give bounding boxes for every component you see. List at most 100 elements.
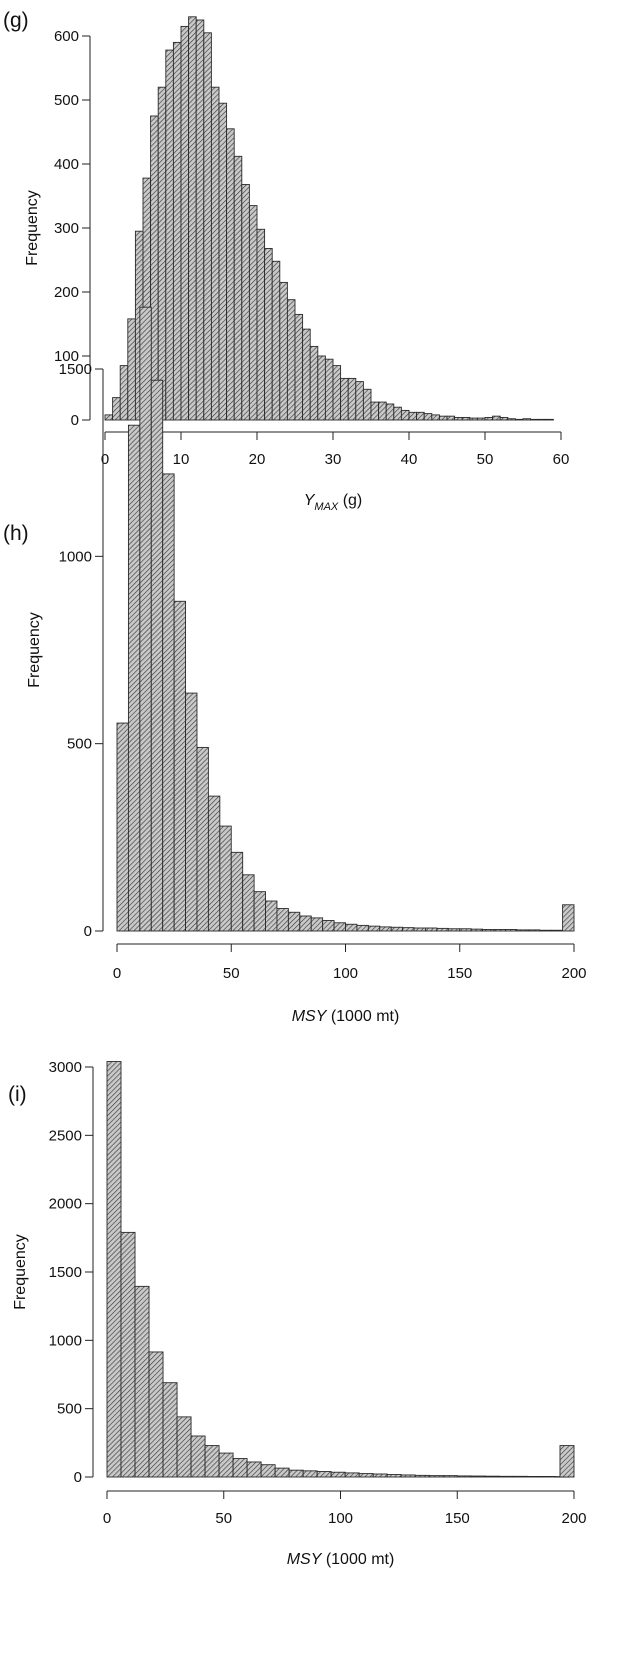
histogram-bar [232,1458,248,1478]
y-tick-label: 600 [54,28,79,45]
histogram-bar [530,418,539,421]
y-tick-label: 2500 [49,1127,82,1144]
y-tick-label: 1000 [59,548,92,565]
panel-label: (h) [3,522,29,545]
histogram-bar [402,927,415,932]
histogram-bar [416,411,425,421]
x-axis-label-unit: (1000 mt) [321,1551,394,1568]
histogram-bar [274,1467,290,1478]
histogram-bar [286,299,296,421]
histogram-bar [173,600,187,932]
histogram-bar [378,401,387,421]
y-tick-label: 400 [54,156,79,173]
histogram-bar [204,1445,220,1478]
histogram-bar [414,1474,430,1478]
x-tick-label: 30 [325,451,342,468]
histogram-bar [106,1061,122,1478]
x-tick-label: 200 [561,1510,586,1527]
histogram-bar [562,904,575,932]
y-tick-label: 100 [54,348,79,365]
y-tick-label: 500 [67,736,92,753]
histogram-bar [423,413,433,421]
histogram-bar [162,1382,178,1478]
y-tick-label: 500 [57,1401,82,1418]
x-tick-label: 100 [328,1510,353,1527]
x-tick-label: 0 [103,1510,111,1527]
histogram-bar [256,228,266,421]
histogram-bar [390,926,404,932]
histogram-bar [148,1351,164,1478]
histogram-bar [408,411,418,421]
y-tick-label: 0 [74,1469,82,1486]
histogram-bar [522,418,532,421]
histogram-bar [219,825,232,932]
histogram-bar [330,1471,346,1478]
histogram-bar [333,922,346,932]
histogram-bar [356,924,369,932]
histogram-bar [210,86,220,421]
histogram-bar [185,692,198,932]
histogram-bar [436,927,449,932]
histogram-bar [461,416,471,421]
histogram-bar [362,388,372,421]
y-tick-label: 1000 [49,1332,82,1349]
histogram-panel: 0 50 100 150 200050010001500200025003000Freq… [8,1059,587,1568]
panel-label: (i) [8,1083,27,1106]
histogram-bar [195,19,205,421]
y-tick-label: 1500 [59,361,92,378]
y-tick-label: 1500 [49,1264,82,1281]
histogram-bar [355,381,364,421]
histogram-bar [316,1471,332,1478]
histogram-bar [299,915,312,932]
histogram-bar [162,473,175,932]
x-tick-label: 0 [101,451,109,468]
y-tick-label: 300 [54,220,79,237]
histogram-bar [288,1469,304,1478]
histogram-bar [196,746,209,932]
histogram-bar [287,911,301,932]
y-axis-label: Frequency [12,1234,29,1310]
histogram-bar [119,365,129,421]
histogram-bar [367,925,381,932]
histogram-bar [218,102,228,421]
histogram-bar [116,722,129,932]
histogram-bar [188,16,197,421]
x-axis-label-subscript: MAX [314,501,339,513]
histogram-bar [347,377,357,421]
histogram-bar [246,1461,262,1478]
histogram-bar [393,406,402,421]
histogram-bar [324,358,334,421]
x-tick-label: 100 [333,965,358,982]
x-tick-label: 0 [113,965,121,982]
histogram-bar [253,891,266,932]
y-tick-label: 3000 [49,1059,82,1076]
histogram-bar [540,1475,556,1478]
histogram-bar [438,415,448,421]
histogram-bar [386,1474,402,1478]
histogram-bar [294,313,304,421]
histogram-bar [484,416,494,421]
histogram-bar [150,379,164,932]
histogram-bar [526,1475,542,1478]
histogram-bar [484,1475,500,1478]
histogram-bar [492,415,501,421]
histogram-bar [233,155,243,421]
x-axis-label-main: Y [304,492,316,509]
histogram-bar [413,927,426,932]
histogram-bar [242,874,255,932]
histogram-bar [505,929,518,932]
histogram-bar [545,418,554,421]
y-axis-label: Frequency [24,190,41,266]
histogram-bar [428,1475,444,1478]
histogram-bar [309,345,319,421]
y-tick-label: 2000 [49,1196,82,1213]
histogram-bar [425,927,438,932]
histogram-bar [260,1464,276,1478]
histogram-bar [310,917,324,932]
y-axis-label: Frequency [26,612,43,688]
histogram-bar [379,926,392,932]
x-axis-label: MSY (1000 mt) [287,1551,395,1568]
histogram-bar [514,418,524,421]
